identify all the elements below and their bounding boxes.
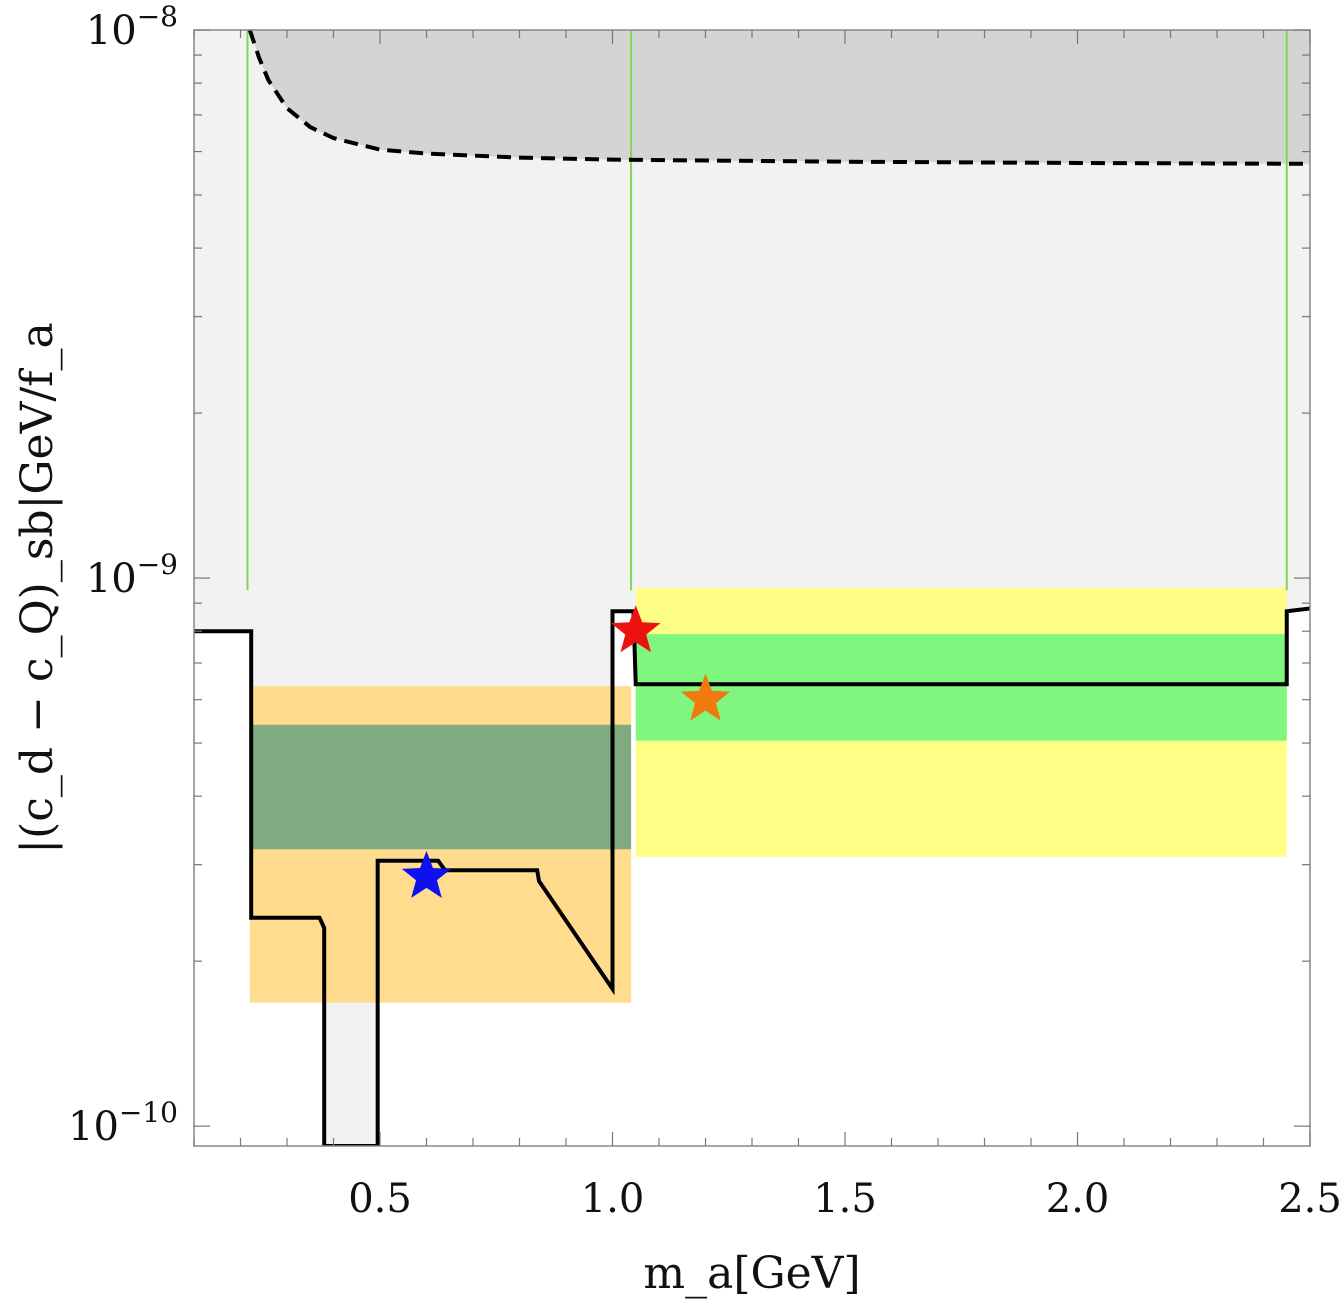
x-tick-label: 1.5: [813, 1176, 877, 1222]
x-axis: 0.5 1.0 1.5 2.0 2.5: [193, 30, 1342, 1222]
star-marker-2: [680, 673, 731, 721]
plot-area: [194, 30, 1310, 1146]
bands: [249, 587, 1287, 1003]
markers: [401, 605, 731, 898]
y-tick-label: 10−10: [68, 1096, 178, 1150]
x-tick-label: 2.5: [1278, 1176, 1342, 1222]
y-axis: 10−8 10−9 10−10: [68, 0, 1310, 1150]
band-3: [635, 634, 1287, 741]
star-marker-1: [611, 605, 661, 653]
y-tick-label: 10−9: [86, 548, 178, 602]
x-tick-label: 0.5: [348, 1176, 412, 1222]
star-marker-0: [401, 850, 452, 898]
x-axis-label: m_a[GeV]: [643, 1248, 860, 1299]
x-tick-label: 1.0: [581, 1176, 645, 1222]
x-tick-label: 2.0: [1046, 1176, 1110, 1222]
dashed-bound-line: [247, 30, 1310, 166]
y-axis-label: |(c_d − c_Q)_sb|GeV/f_a: [12, 322, 63, 853]
green-lines: [246, 30, 1288, 591]
excluded-region-dark: [249, 30, 1310, 164]
y-tick-label: 10−8: [86, 0, 178, 54]
band-1: [249, 724, 632, 850]
